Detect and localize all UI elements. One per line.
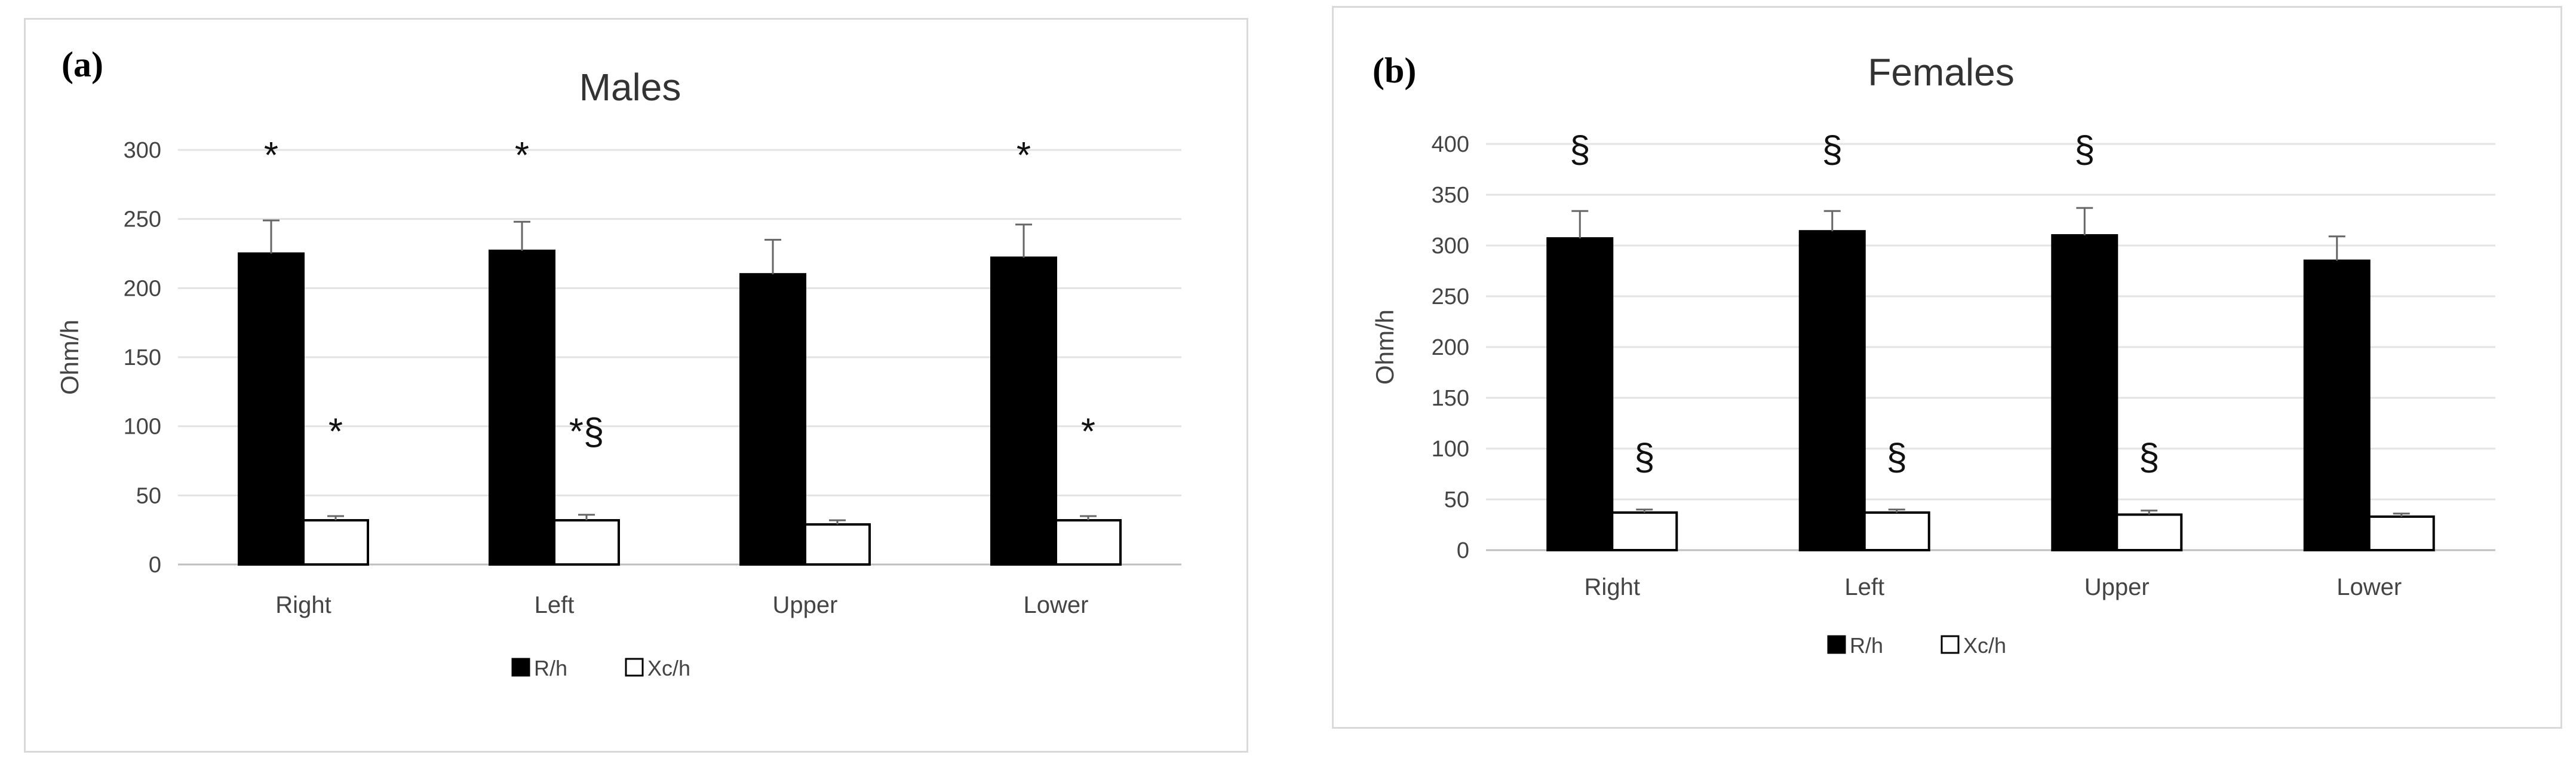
category-label: Upper	[2084, 574, 2150, 600]
y-tick-label: 50	[136, 483, 161, 508]
category-label: Left	[535, 592, 575, 618]
significance-marker: *	[1017, 135, 1031, 176]
bar-xch	[1863, 511, 1930, 551]
y-tick-label: 0	[149, 553, 161, 578]
significance-marker: §	[1570, 129, 1590, 170]
legend-swatch	[1941, 635, 1960, 654]
significance-marker: §	[1887, 437, 1907, 478]
significance-marker: *	[264, 135, 278, 176]
bar-rh	[238, 252, 305, 566]
y-tick-label: 150	[1432, 386, 1469, 411]
panel-females: (b) Females 0 50 100 150 200 250 300 350 400 Ohm/h R…	[1332, 6, 2562, 729]
bar-rh	[2051, 234, 2118, 551]
y-axis-label: Ohm/h	[1371, 309, 1399, 385]
y-tick-label: 400	[1432, 132, 1469, 157]
y-tick-label: 100	[1432, 437, 1469, 462]
y-tick-label: 150	[124, 345, 161, 370]
legend-label: R/h	[1850, 633, 1883, 658]
panel-tag: (b)	[1373, 51, 1416, 90]
bar-rh	[1798, 230, 1866, 551]
bar-xch	[553, 518, 620, 566]
category-label: Left	[1844, 574, 1884, 600]
legend-label: Xc/h	[1963, 633, 2006, 658]
bar-rh	[1546, 237, 1614, 552]
category-label: Lower	[2336, 574, 2402, 600]
females-chart: (b) Females 0 50 100 150 200 250 300 350 400 Ohm/h R…	[1371, 51, 2495, 658]
significance-marker: *	[1081, 412, 1095, 453]
bar-rh	[990, 256, 1057, 566]
y-tick-label: 0	[1457, 538, 1469, 563]
legend-swatch	[625, 658, 644, 677]
bar-xch	[1611, 511, 1678, 551]
y-tick-label: 250	[124, 207, 161, 232]
chart-title: Females	[1868, 51, 2014, 94]
category-label: Right	[275, 592, 331, 618]
legend-label: R/h	[534, 656, 567, 680]
panel-males: (a) Males 0 50 100 150 200 250 300 Ohm/h Right Left…	[24, 18, 1248, 753]
bar-xch	[804, 523, 871, 566]
significance-marker: *§	[569, 412, 604, 453]
y-tick-label: 200	[124, 276, 161, 301]
significance-marker: *	[515, 135, 529, 176]
bar-rh	[489, 249, 555, 566]
y-tick-label: 350	[1432, 183, 1469, 208]
y-tick-label: 250	[1432, 284, 1469, 309]
category-label: Right	[1585, 574, 1640, 600]
y-tick-label: 300	[1432, 234, 1469, 259]
bar-rh	[2303, 259, 2371, 551]
chart-title: Males	[579, 66, 681, 109]
panel-tag: (a)	[62, 45, 103, 84]
significance-marker: §	[2074, 129, 2095, 170]
bar-xch	[2368, 515, 2435, 552]
category-label: Lower	[1024, 592, 1089, 618]
legend-swatch	[1827, 635, 1846, 654]
significance-marker: *	[328, 412, 343, 453]
y-tick-label: 200	[1432, 335, 1469, 360]
bar-xch	[302, 518, 369, 566]
y-axis-label: Ohm/h	[56, 320, 84, 395]
significance-marker: §	[1822, 129, 1843, 170]
y-tick-label: 100	[124, 415, 161, 440]
category-label: Upper	[773, 592, 838, 618]
legend-label: Xc/h	[647, 656, 690, 680]
males-chart: (a) Males 0 50 100 150 200 250 300 Ohm/h Right Left…	[56, 45, 1181, 680]
legend-swatch	[511, 658, 530, 677]
bar-xch	[1055, 518, 1122, 566]
significance-marker: §	[1634, 437, 1654, 478]
y-tick-label: 50	[1444, 487, 1469, 513]
bar-rh	[739, 273, 806, 566]
y-tick-label: 300	[124, 138, 161, 163]
bar-xch	[2116, 513, 2183, 551]
significance-marker: §	[2139, 437, 2159, 478]
